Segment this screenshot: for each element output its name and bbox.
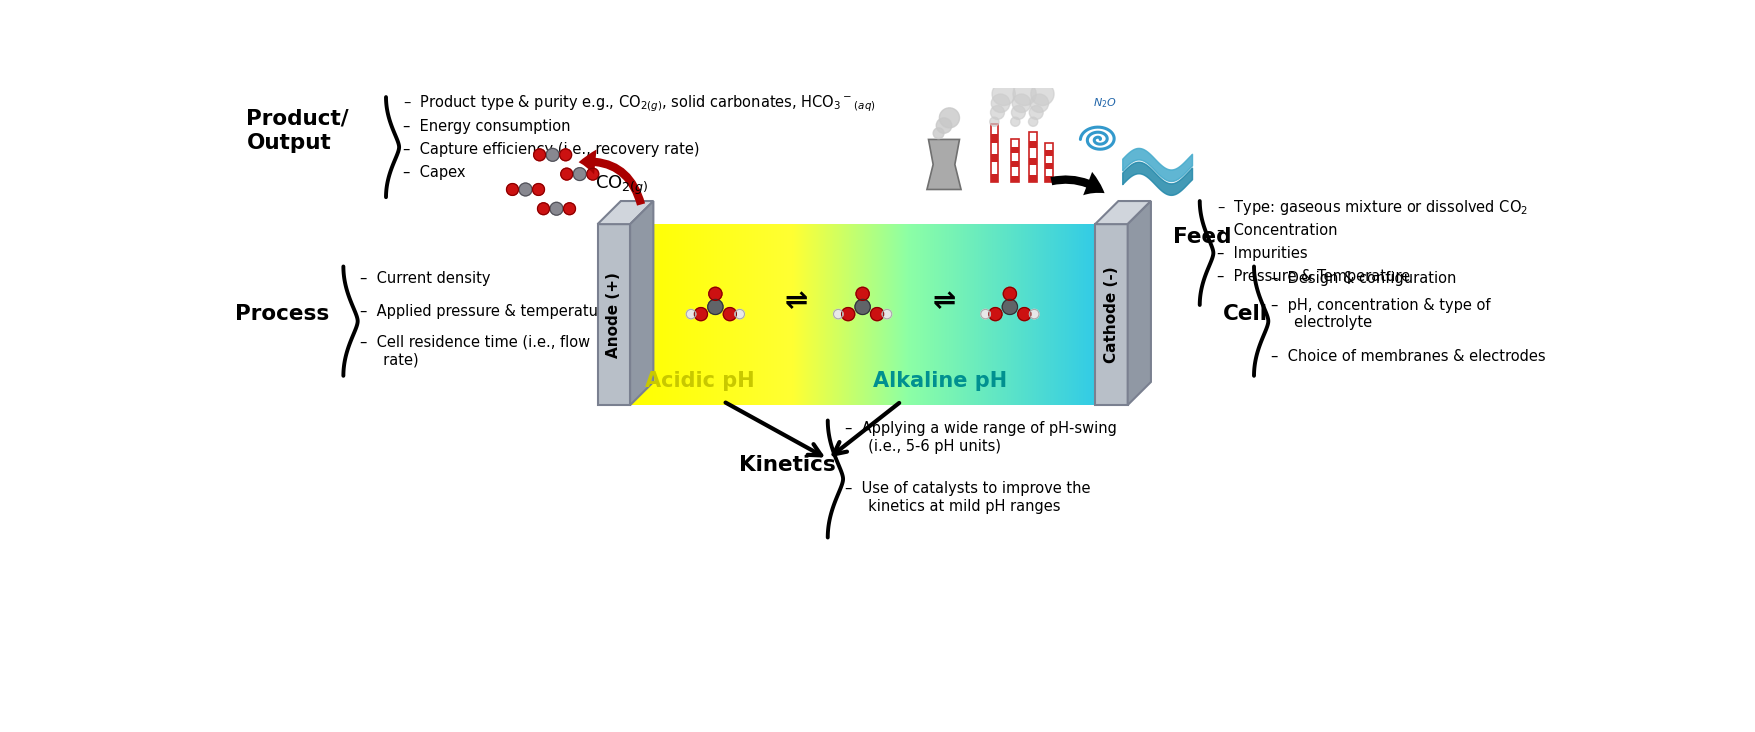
Circle shape	[883, 310, 892, 319]
Circle shape	[563, 203, 576, 214]
Text: Cathode (-): Cathode (-)	[1104, 266, 1120, 363]
Circle shape	[1030, 310, 1039, 319]
Circle shape	[935, 118, 951, 133]
Circle shape	[686, 310, 695, 319]
Circle shape	[534, 149, 546, 161]
Text: Cell: Cell	[1223, 305, 1269, 324]
Circle shape	[1030, 94, 1049, 113]
Circle shape	[1011, 105, 1025, 119]
Circle shape	[574, 168, 586, 181]
Text: Kinetics: Kinetics	[739, 455, 835, 475]
Bar	[1011, 139, 1020, 182]
Text: –  Applied pressure & temperature: – Applied pressure & temperature	[360, 304, 612, 318]
Text: –  pH, concentration & type of
     electrolyte: – pH, concentration & type of electrolyt…	[1271, 298, 1490, 330]
Text: Process: Process	[235, 305, 330, 324]
Bar	[1011, 147, 1020, 153]
Text: –  Choice of membranes & electrodes: – Choice of membranes & electrodes	[1271, 349, 1546, 364]
Text: –  Design & configuration: – Design & configuration	[1271, 271, 1457, 285]
Bar	[1044, 150, 1053, 156]
Circle shape	[1002, 299, 1018, 315]
Circle shape	[1013, 94, 1030, 113]
Text: –  Concentration: – Concentration	[1216, 223, 1337, 238]
Text: ⇌: ⇌	[784, 287, 809, 315]
Text: Alkaline pH: Alkaline pH	[872, 371, 1007, 391]
Bar	[990, 173, 999, 182]
Circle shape	[532, 184, 544, 195]
Text: CO$_{2(g)}$: CO$_{2(g)}$	[595, 174, 649, 197]
Polygon shape	[597, 224, 630, 405]
Circle shape	[1013, 83, 1035, 105]
Circle shape	[1028, 105, 1042, 119]
Circle shape	[709, 287, 721, 300]
Circle shape	[855, 299, 870, 315]
Text: Product/
Output: Product/ Output	[246, 108, 349, 154]
Circle shape	[1004, 287, 1016, 300]
Circle shape	[834, 310, 842, 319]
Text: –  Product type & purity e.g., CO$_{2(g)}$, solid carbonates, HCO$_3$$^-$$_{(aq): – Product type & purity e.g., CO$_{2(g)}…	[404, 93, 876, 113]
Text: $N_2O$: $N_2O$	[1093, 97, 1118, 111]
Circle shape	[992, 94, 1009, 113]
Polygon shape	[1095, 201, 1151, 224]
Bar	[1044, 163, 1053, 168]
Circle shape	[735, 310, 744, 319]
Circle shape	[562, 168, 572, 180]
Text: –  Pressure & Temperature: – Pressure & Temperature	[1216, 269, 1409, 284]
Circle shape	[992, 83, 1016, 105]
Text: –  Capture efficiency (i.e., recovery rate): – Capture efficiency (i.e., recovery rat…	[404, 142, 700, 157]
Text: Anode (+): Anode (+)	[605, 272, 621, 357]
Bar	[1028, 158, 1037, 165]
Text: –  Type: gaseous mixture or dissolved CO$_2$: – Type: gaseous mixture or dissolved CO$…	[1216, 198, 1529, 217]
Circle shape	[507, 184, 518, 195]
Circle shape	[856, 287, 869, 300]
Circle shape	[870, 307, 885, 321]
Bar	[1044, 176, 1053, 182]
Bar	[990, 154, 999, 163]
Polygon shape	[1128, 201, 1151, 405]
FancyArrowPatch shape	[579, 149, 646, 206]
Bar	[990, 135, 999, 143]
Text: –  Energy consumption: – Energy consumption	[404, 119, 570, 134]
Circle shape	[695, 307, 707, 321]
Bar	[1028, 132, 1037, 182]
Bar	[1011, 162, 1020, 168]
Text: –  Impurities: – Impurities	[1216, 246, 1307, 261]
Text: Feed: Feed	[1172, 227, 1230, 247]
Circle shape	[586, 168, 598, 180]
Circle shape	[537, 203, 549, 214]
Bar	[1011, 176, 1020, 182]
Circle shape	[549, 202, 563, 215]
Circle shape	[519, 183, 532, 196]
Circle shape	[934, 128, 944, 138]
Bar	[990, 124, 999, 182]
Circle shape	[560, 149, 572, 161]
Circle shape	[988, 307, 1002, 321]
Text: –  Current density: – Current density	[360, 271, 491, 285]
Text: –  Cell residence time (i.e., flow
     rate): – Cell residence time (i.e., flow rate)	[360, 335, 590, 367]
Polygon shape	[927, 139, 962, 190]
Text: –  Applying a wide range of pH-swing
     (i.e., 5-6 pH units): – Applying a wide range of pH-swing (i.e…	[844, 421, 1116, 454]
Circle shape	[990, 117, 999, 127]
Bar	[1044, 143, 1053, 182]
Circle shape	[546, 149, 560, 161]
Circle shape	[981, 310, 990, 319]
Circle shape	[939, 108, 960, 128]
Text: ⇌: ⇌	[932, 287, 956, 315]
Circle shape	[842, 307, 855, 321]
Bar	[1028, 175, 1037, 182]
Circle shape	[723, 307, 737, 321]
Text: –  Use of catalysts to improve the
     kinetics at mild pH ranges: – Use of catalysts to improve the kineti…	[844, 481, 1090, 514]
Circle shape	[1011, 117, 1020, 127]
Circle shape	[707, 299, 723, 315]
Circle shape	[1028, 117, 1037, 127]
FancyArrowPatch shape	[1051, 172, 1104, 195]
Circle shape	[1030, 83, 1055, 105]
Text: Acidic pH: Acidic pH	[646, 371, 755, 391]
Polygon shape	[597, 201, 653, 224]
Circle shape	[1018, 307, 1030, 321]
Circle shape	[990, 105, 1004, 119]
Polygon shape	[630, 201, 653, 405]
Polygon shape	[1095, 224, 1128, 405]
Text: –  Capex: – Capex	[404, 165, 465, 180]
Bar	[1028, 141, 1037, 148]
